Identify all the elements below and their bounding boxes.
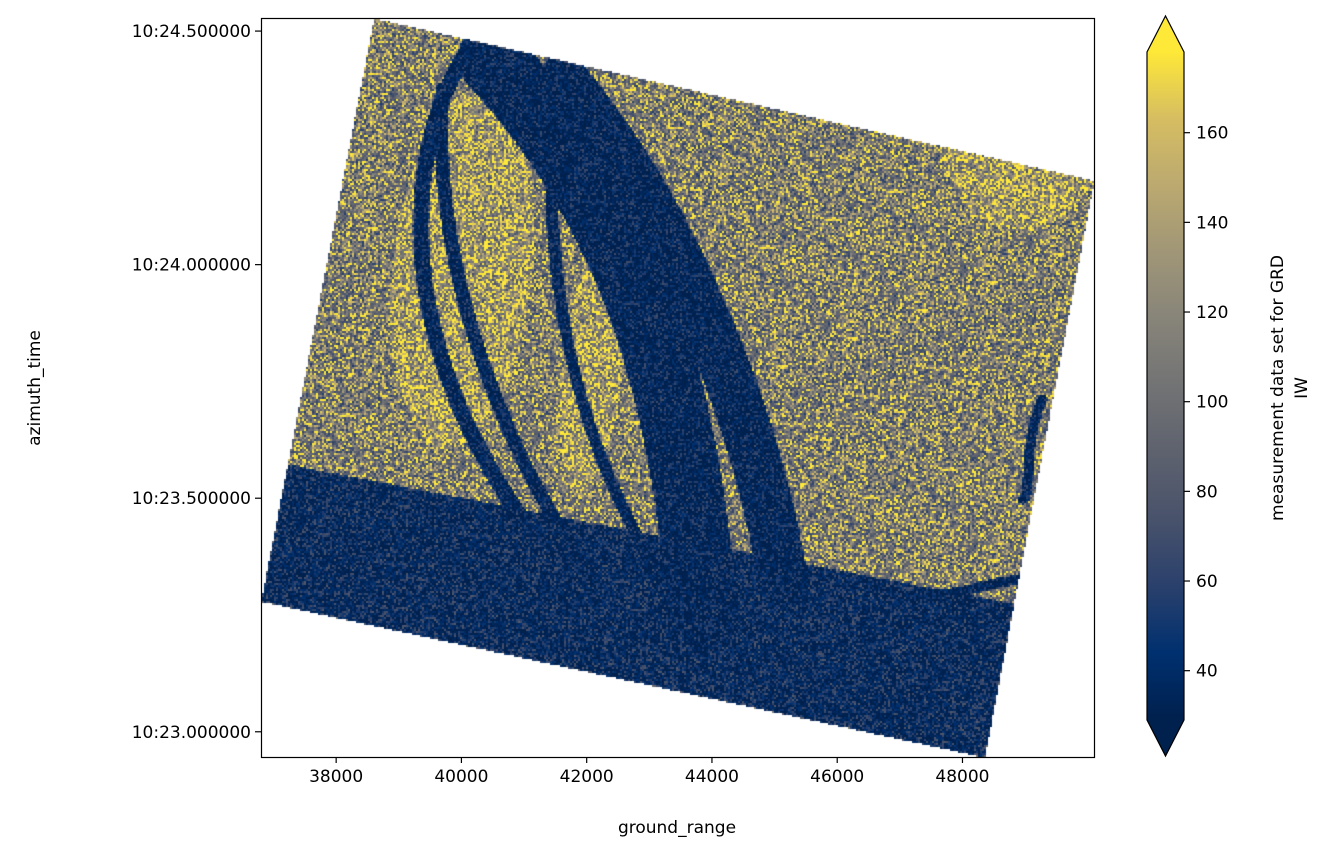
y-axis: 10:24.500000 10:24.000000 10:23.500000 10:2… xyxy=(132,22,261,743)
x-axis-label: ground_range xyxy=(618,818,736,838)
colorbar-tick-label: 60 xyxy=(1196,572,1218,592)
colorbar-gradient xyxy=(1147,52,1184,720)
colorbar-tick-label: 80 xyxy=(1196,482,1218,502)
y-tick-label: 10:23.000000 xyxy=(132,723,251,743)
colorbar-tick-label: 140 xyxy=(1196,213,1228,233)
colorbar-extend-max xyxy=(1147,16,1184,52)
colorbar-tick-label: 40 xyxy=(1196,662,1218,682)
colorbar-label: measurement data set for GRD xyxy=(1268,255,1288,521)
x-tick-label: 42000 xyxy=(560,767,614,787)
colorbar-tick-label: 160 xyxy=(1196,124,1228,144)
y-tick-label: 10:24.500000 xyxy=(132,22,251,42)
colorbar-extend-min xyxy=(1147,720,1184,756)
y-tick-label: 10:23.500000 xyxy=(132,489,251,509)
colorbar: 40 60 80 100 120 140 160 measurement data set … xyxy=(1146,14,1312,758)
x-tick-label: 40000 xyxy=(434,767,488,787)
y-axis-label: azimuth_time xyxy=(25,330,45,446)
sar-image xyxy=(262,19,1094,757)
x-tick-label: 46000 xyxy=(810,767,864,787)
x-tick-label: 44000 xyxy=(685,767,739,787)
x-axis: 38000 40000 42000 44000 46000 48000 xyxy=(309,757,990,787)
colorbar-tick-label: 120 xyxy=(1196,303,1228,323)
x-tick-label: 48000 xyxy=(935,767,989,787)
colorbar-tick-label: 100 xyxy=(1196,393,1228,413)
colorbar-label-line2: IW xyxy=(1292,377,1312,399)
y-tick-label: 10:24.000000 xyxy=(132,256,251,276)
x-tick-label: 38000 xyxy=(309,767,363,787)
